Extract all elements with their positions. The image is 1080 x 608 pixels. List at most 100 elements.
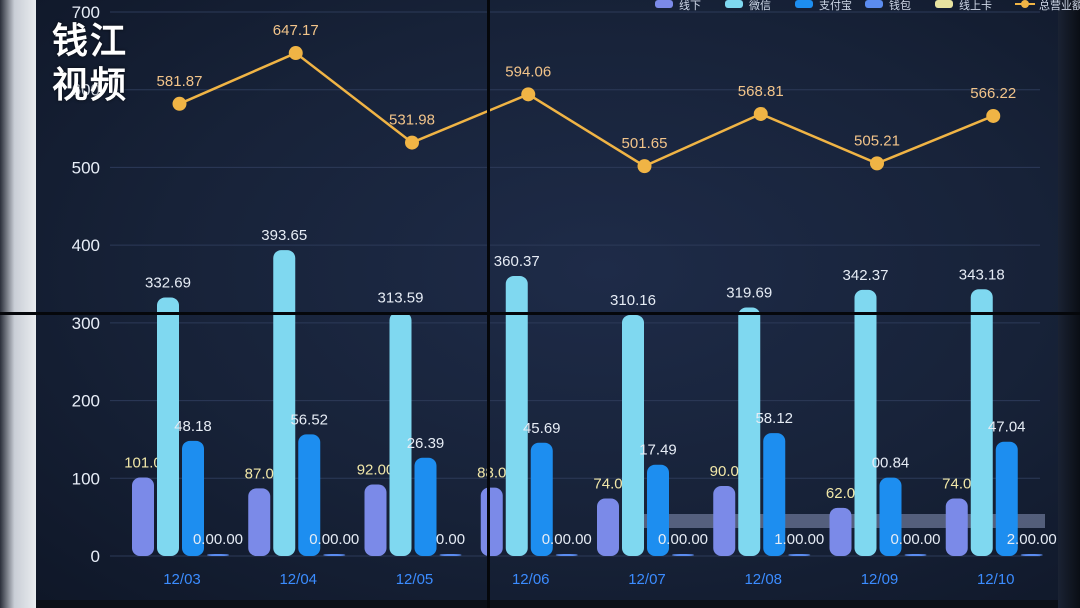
- bar-value-label: 1.00.00: [774, 531, 824, 548]
- bar-3: [530, 442, 553, 556]
- total-line-point: [986, 108, 1001, 123]
- bar-4: [323, 554, 346, 556]
- bar-value-label: 47.04: [988, 419, 1026, 436]
- total-line-point: [870, 156, 884, 171]
- x-tick-label: 12/09: [861, 571, 899, 588]
- bar-value-label: 310.16: [610, 292, 656, 309]
- bar-2: [854, 289, 877, 556]
- x-tick-label: 12/10: [977, 571, 1015, 588]
- total-line-label: 531.98: [389, 112, 435, 129]
- bar-2: [622, 314, 644, 556]
- bar-value-label: 393.65: [261, 227, 307, 244]
- bar-value-label: 90.0: [710, 463, 739, 480]
- legend-label: 线上卡: [959, 0, 992, 12]
- bar-3: [298, 434, 321, 556]
- bar-4: [555, 554, 578, 556]
- bar-2: [273, 250, 296, 557]
- bar-1: [132, 477, 154, 556]
- bar-1: [248, 488, 271, 556]
- y-tick-label: 400: [72, 236, 100, 255]
- legend-swatch: [795, 0, 813, 8]
- watermark-line-2: 视频: [52, 65, 129, 106]
- bar-3: [763, 433, 786, 556]
- monitor-bezel-right: [1058, 0, 1080, 608]
- bar-value-label: 88.0: [477, 465, 506, 482]
- bar-1: [597, 498, 619, 556]
- bar-value-label: 74.0: [593, 475, 622, 492]
- bar-4: [672, 554, 694, 556]
- bar-value-label: 00.84: [872, 455, 910, 472]
- total-line: [178, 51, 994, 168]
- monitor-bezel-left: [0, 0, 36, 608]
- bar-value-label: 0.00.00: [658, 531, 708, 548]
- y-tick-label: 300: [72, 314, 100, 333]
- bar-4: [1020, 554, 1043, 556]
- bar-value-label: 360.37: [494, 253, 540, 270]
- bar-value-label: 0.00: [436, 531, 465, 548]
- legend-label: 线下: [679, 0, 701, 12]
- bar-value-label: 332.69: [145, 274, 191, 291]
- legend-label: 钱包: [889, 0, 911, 12]
- bar-4: [207, 554, 229, 556]
- screen-seam-horizontal: [0, 312, 1080, 315]
- bar-3: [182, 440, 204, 556]
- y-tick-label: 600: [72, 81, 100, 100]
- x-tick-label: 12/03: [163, 571, 201, 588]
- bar-value-label: 92.00: [357, 462, 395, 479]
- total-line-label: 568.81: [738, 83, 784, 100]
- legend-swatch: [725, 0, 743, 8]
- legend-label: 微信: [749, 0, 771, 12]
- bar-value-label: 26.39: [407, 435, 445, 452]
- bar-value-label: 48.18: [174, 418, 212, 435]
- bar-value-label: 101.0: [124, 455, 162, 472]
- x-tick-label: 12/07: [628, 571, 666, 588]
- bar-1: [829, 507, 852, 556]
- bar-2: [389, 312, 412, 556]
- total-line-point: [753, 106, 768, 121]
- bar-1: [364, 484, 387, 556]
- total-line-label: 505.21: [854, 132, 900, 149]
- x-tick-label: 12/05: [396, 571, 434, 588]
- bar-1: [945, 498, 968, 556]
- total-line-point: [288, 46, 303, 61]
- x-tick-label: 12/04: [279, 571, 317, 588]
- legend-swatch: [865, 0, 883, 8]
- bar-value-label: 62.0: [826, 485, 855, 502]
- total-line-label: 581.87: [157, 73, 203, 90]
- total-line-label: 594.06: [505, 63, 551, 80]
- bar-value-label: 313.59: [378, 289, 424, 306]
- bar-1: [713, 486, 736, 556]
- bar-value-label: 343.18: [959, 266, 1005, 283]
- bar-4: [439, 554, 462, 556]
- total-line-point: [405, 135, 419, 150]
- legend-swatch: [935, 0, 953, 8]
- bar-value-label: 0.00.00: [542, 531, 592, 548]
- total-line-point: [637, 159, 652, 174]
- y-tick-label: 200: [72, 392, 100, 411]
- total-line-label: 647.17: [273, 22, 319, 39]
- bar-4: [788, 554, 811, 556]
- bar-2: [505, 275, 528, 556]
- bar-value-label: 2.00.00: [1007, 531, 1057, 548]
- legend-swatch: [1021, 0, 1029, 8]
- bar-3: [995, 441, 1018, 556]
- bar-value-label: 87.0: [245, 465, 274, 482]
- bar-2: [738, 307, 761, 556]
- bar-value-label: 319.69: [726, 285, 772, 302]
- bar-3: [414, 457, 437, 556]
- bar-2: [970, 289, 993, 556]
- total-line-point: [172, 96, 187, 111]
- y-tick-label: 100: [72, 469, 100, 488]
- bar-value-label: 0.00.00: [309, 531, 359, 548]
- legend-label: 支付宝: [819, 0, 852, 12]
- bar-4: [904, 554, 927, 556]
- bar-value-label: 58.12: [755, 410, 793, 427]
- video-watermark-logo: 钱江 视频: [52, 20, 162, 120]
- legend-label: 总营业额: [1039, 0, 1080, 12]
- legend-swatch: [655, 0, 673, 8]
- bar-value-label: 0.00.00: [193, 531, 243, 548]
- total-line-point: [521, 87, 536, 102]
- bar-2: [157, 297, 179, 556]
- y-tick-label: 700: [72, 3, 100, 22]
